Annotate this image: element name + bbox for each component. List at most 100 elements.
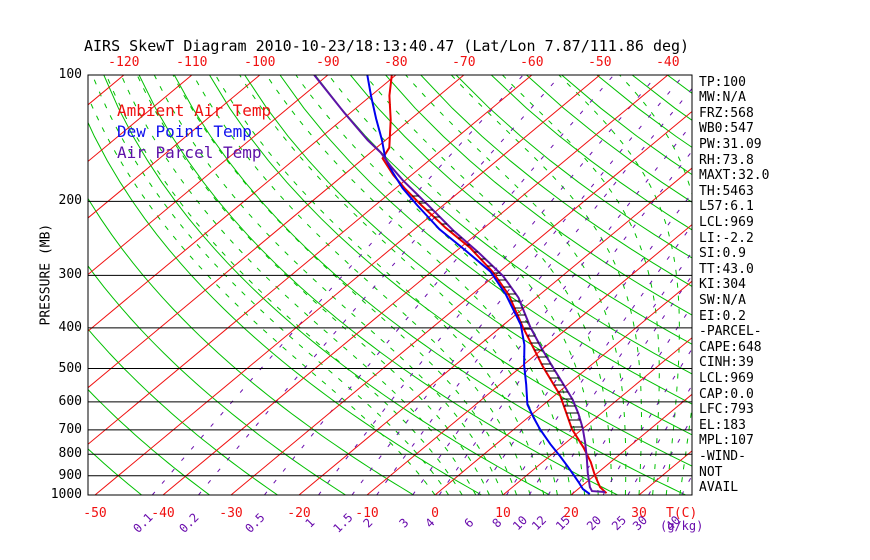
mixing-ratio-axis-label: (g/kg)	[660, 519, 704, 533]
pressure-tick: 900	[58, 467, 82, 483]
dew-point-temp-curve	[366, 75, 591, 495]
moist-adiabat	[153, 75, 504, 495]
dry-adiabat	[138, 75, 618, 495]
stats-line: L57:6.1	[699, 199, 754, 215]
top-temp-tick: -100	[244, 55, 276, 70]
stats-line: SW:N/A	[699, 292, 746, 308]
top-temp-tick: -40	[656, 55, 680, 70]
mixing-ratio-line	[351, 75, 684, 495]
plot-frame	[87, 74, 693, 496]
stats-line: NOT	[699, 464, 723, 480]
sounding-curves	[313, 75, 608, 495]
bottom-temp-tick: -20	[287, 506, 311, 521]
mixing-ratio-line	[648, 417, 692, 495]
top-temp-tick: -120	[108, 55, 140, 70]
stats-line: TT:43.0	[699, 261, 754, 277]
dry-adiabat	[103, 75, 550, 495]
isotherm-line	[94, 75, 601, 495]
grid-lines	[88, 75, 692, 495]
moist-adiabat	[328, 75, 599, 495]
stats-line: CAP:0.0	[699, 386, 754, 402]
air-parcel-temp-curve	[313, 75, 606, 493]
dry-adiabat	[88, 121, 482, 495]
legend-dew-point: Dew Point Temp	[117, 122, 252, 141]
dry-adiabat	[667, 75, 692, 94]
dry-adiabat	[314, 75, 692, 375]
stats-line: LCL:969	[699, 214, 754, 230]
top-temp-tick: -50	[588, 55, 612, 70]
top-temp-tick: -90	[316, 55, 340, 70]
isotherm-line	[88, 75, 465, 389]
pressure-tick: 500	[58, 360, 82, 376]
cape-hatching	[412, 195, 583, 428]
stats-line: TH:5463	[699, 183, 754, 199]
stats-line: EI:0.2	[699, 308, 746, 324]
pressure-tick: 400	[58, 319, 82, 335]
stats-line: -WIND-	[699, 448, 746, 464]
pressure-tick: 800	[58, 446, 82, 462]
bottom-temp-tick: 20	[563, 506, 579, 521]
dry-adiabat	[350, 75, 692, 345]
stats-line: LCL:969	[699, 370, 754, 386]
isotherm-line	[502, 337, 692, 495]
moist-adiabat	[558, 75, 680, 495]
isotherm-line	[570, 393, 692, 495]
isotherm-line	[88, 75, 193, 163]
dry-adiabat	[279, 75, 692, 405]
mixing-ratio-line	[412, 123, 692, 495]
stats-line: AVAIL	[699, 480, 739, 496]
moist-adiabat	[502, 75, 660, 495]
top-temp-tick: -70	[452, 55, 476, 70]
dry-adiabat	[244, 75, 692, 436]
bottom-temp-tick: -50	[83, 506, 107, 521]
top-temp-tick: -60	[520, 55, 544, 70]
mixing-ratio-line	[376, 87, 692, 495]
isotherm-line	[298, 167, 692, 495]
isotherm-line	[434, 280, 692, 495]
ambient-air-temp-curve	[381, 75, 608, 494]
stats-line: TP:100	[699, 74, 746, 90]
stats-line: PW:31.09	[699, 136, 762, 152]
moist-adiabat	[88, 95, 436, 495]
isotherm-line	[88, 75, 329, 276]
dry-adiabat	[209, 75, 692, 467]
bottom-temp-tick: 0	[431, 506, 439, 521]
stats-line: MW:N/A	[699, 90, 746, 106]
moist-adiabat	[92, 75, 450, 495]
mixing-ratio-line	[198, 75, 562, 495]
dry-adiabat	[88, 328, 278, 495]
isotherm-line	[88, 75, 533, 445]
stats-line: LFC:793	[699, 402, 754, 418]
moist-adiabat	[172, 75, 518, 495]
stats-line: LI:-2.2	[699, 230, 754, 246]
top-temp-tick: -110	[176, 55, 208, 70]
pressure-tick: 100	[58, 67, 82, 82]
legend-ambient-temp: Ambient Air Temp	[117, 101, 272, 120]
dry-adiabat	[88, 388, 210, 495]
dry-adiabat	[385, 75, 692, 316]
stats-line: -PARCEL-	[699, 324, 762, 340]
mixing-ratio-line	[318, 75, 658, 495]
isotherm-line	[88, 75, 397, 332]
isotherm-line	[230, 110, 692, 495]
temp-axis-label: T(C)	[666, 506, 698, 521]
dry-adiabat	[88, 265, 346, 495]
isotherm-line	[162, 75, 669, 495]
bottom-temp-tick: -30	[219, 506, 243, 521]
stats-line: FRZ:568	[699, 105, 754, 121]
stats-line: MPL:107	[699, 433, 754, 449]
pressure-tick: 200	[58, 193, 82, 209]
moist-adiabat	[295, 75, 586, 495]
stats-line: MAXT:32.0	[699, 168, 770, 184]
stats-line: CINH:39	[699, 355, 754, 371]
isotherm-line	[366, 223, 692, 495]
bottom-temp-tick: -40	[151, 506, 175, 521]
dry-adiabat	[88, 448, 142, 495]
dry-adiabat	[455, 75, 692, 259]
dry-adiabat	[88, 197, 414, 495]
moist-adiabat	[214, 75, 545, 495]
legend-air-parcel: Air Parcel Temp	[117, 143, 262, 162]
chart-title: AIRS SkewT Diagram 2010-10-23/18:13:40.4…	[84, 37, 690, 55]
